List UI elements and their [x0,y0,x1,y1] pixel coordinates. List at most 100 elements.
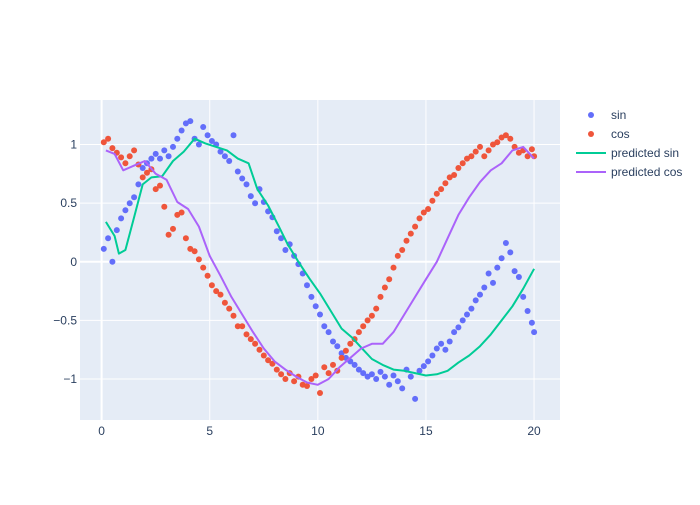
sin-point [122,207,129,214]
cos-point [425,206,432,212]
sin-point [360,370,367,377]
sin-point [468,305,475,312]
cos-point [200,264,207,271]
cos-point [165,231,172,238]
cos-point [213,288,220,295]
cos-point [420,209,427,216]
cos-point [494,139,501,146]
sin-point [131,194,138,201]
cos-point [347,340,354,347]
sin-point [109,258,116,265]
cos-point [105,135,112,142]
cos-point [338,354,345,361]
legend-label: cos [611,127,630,141]
sin-point [394,378,401,385]
cos-point [118,154,125,161]
sin-point [278,235,285,242]
sin-point [502,240,509,246]
sin-point [195,141,202,148]
cos-point [234,323,241,330]
sin-point [308,293,315,300]
sin-point [459,317,466,324]
sin-point [438,340,445,347]
sin-point [334,343,341,350]
sin-point [217,148,224,155]
cos-point [481,153,488,160]
sin-point [118,215,125,222]
sin-point [442,346,449,353]
sin-point [446,338,453,345]
x-tick-label: 15 [419,424,433,438]
legend[interactable]: sin cos predicted sin predicted cos [576,108,682,179]
cos-point [273,366,280,373]
cos-point [131,147,138,154]
x-tick-label: 0 [98,424,105,438]
cos-point [161,203,168,210]
legend-item-predicted-cos[interactable]: predicted cos [576,165,682,179]
sin-point [234,168,241,175]
cos-point [325,370,332,377]
cos-point [312,372,319,379]
sin-point [412,395,419,402]
legend-label: sin [611,108,626,122]
legend-item-cos[interactable]: cos [588,127,630,141]
cos-point [459,160,466,167]
cos-point [208,282,215,289]
sin-point [317,311,323,318]
cos-point [433,190,440,197]
sin-point [226,158,233,164]
cos-point [360,323,367,330]
sin-point [373,376,380,382]
cos-point [438,186,445,193]
cos-point [399,247,406,253]
sin-point [170,143,176,150]
legend-item-sin[interactable]: sin [588,108,626,122]
sin-point [243,181,250,188]
predicted-cos-line [105,145,535,386]
sin-point [515,274,522,280]
cos-point [446,174,453,181]
cos-point [230,312,237,319]
sin-point [477,291,483,298]
cos-point [291,378,298,385]
cos-point [139,174,146,181]
sin-point [420,363,427,370]
sin-point [507,249,514,256]
cos-point [317,390,323,396]
cos-point [256,346,263,353]
cos-point [217,291,224,298]
cos-point [157,182,163,189]
sin-point [157,155,163,162]
cos-point [472,148,479,155]
cos-point [394,252,401,259]
sin-point [252,200,259,207]
sin-point [126,200,133,207]
cos-point [416,215,423,222]
sin-point [531,329,538,336]
cos-point [381,284,388,291]
predicted-sin-line [105,137,535,377]
x-tick-label: 5 [206,424,213,438]
sin-point [490,279,496,286]
sin-point [498,255,505,262]
sin-point [433,345,440,352]
cos-point [144,169,150,176]
cos-point [182,235,189,242]
cos-point [282,376,289,382]
sin-point [105,235,112,242]
sin-point [368,371,375,378]
cos-point [178,209,185,216]
cos-point [455,165,462,171]
cos-point [507,135,514,142]
sin-point [174,135,181,142]
cos-point [195,256,202,263]
cos-point [170,225,176,232]
sin-point [239,175,246,182]
legend-item-predicted-sin[interactable]: predicted sin [576,146,679,160]
sin-point [416,367,423,374]
sin-point [407,373,414,380]
sin-point [351,361,358,368]
sin-point [355,366,362,373]
cos-point [429,197,436,204]
